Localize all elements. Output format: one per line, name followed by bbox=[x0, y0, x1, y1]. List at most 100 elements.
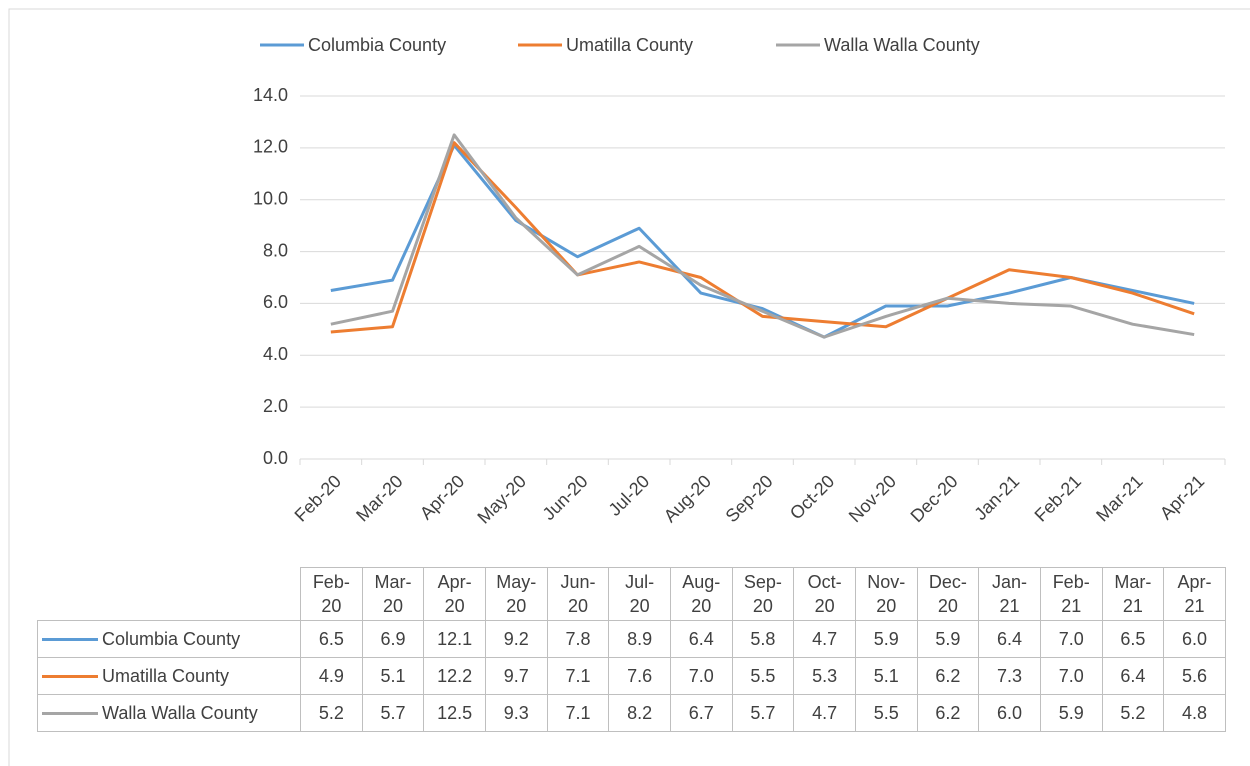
y-tick-label: 10.0 bbox=[253, 188, 288, 208]
x-tick-label: Aug-20 bbox=[660, 471, 715, 526]
row-label: Walla Walla County bbox=[102, 702, 258, 723]
value-cell: 5.5 bbox=[854, 694, 918, 732]
x-tick-label: Jun-20 bbox=[539, 471, 592, 524]
y-tick-label: 8.0 bbox=[263, 240, 288, 260]
value-cell: 4.7 bbox=[793, 620, 856, 658]
legend-label: Columbia County bbox=[308, 35, 446, 55]
y-tick-label: 2.0 bbox=[263, 396, 288, 416]
value-cell: 6.7 bbox=[669, 694, 733, 732]
value-cell: 5.8 bbox=[731, 620, 795, 658]
value-cell: 6.2 bbox=[916, 694, 980, 732]
value-cell: 6.0 bbox=[1163, 620, 1226, 658]
x-tick-label: Apr-21 bbox=[1156, 471, 1208, 523]
value-cell: 12.2 bbox=[423, 657, 486, 695]
value-cell: 7.8 bbox=[546, 620, 610, 658]
value-cell: 6.4 bbox=[669, 620, 733, 658]
value-cell: 5.7 bbox=[361, 694, 425, 732]
chart-frame bbox=[8, 8, 1250, 766]
value-cell: 6.5 bbox=[1101, 620, 1165, 658]
row-name: Walla Walla County bbox=[37, 694, 301, 732]
table-header: Feb-20 Mar-20 Apr-20 May-20 Jun-20 Jul-20 Aug-… bbox=[38, 567, 1226, 621]
value-cell: 6.2 bbox=[916, 657, 980, 695]
value-cell: 5.2 bbox=[300, 694, 363, 732]
header-cell: Nov-20 bbox=[854, 567, 918, 621]
value-cell: 6.4 bbox=[978, 620, 1041, 658]
table-row: Columbia County 6.5 6.9 12.1 9.2 7.8 8.9 6.4 5.8… bbox=[37, 620, 1226, 658]
header-cell: Apr-21 bbox=[1163, 567, 1226, 621]
x-tick-label: Jan-21 bbox=[970, 471, 1023, 524]
legend-label: Umatilla County bbox=[566, 35, 693, 55]
header-cell: Apr-20 bbox=[423, 567, 486, 621]
value-cell: 8.9 bbox=[608, 620, 671, 658]
value-cell: 9.2 bbox=[484, 620, 548, 658]
header-cell: Jul-20 bbox=[608, 567, 671, 621]
row-swatch bbox=[42, 675, 98, 679]
y-tick-label: 6.0 bbox=[263, 292, 288, 312]
value-cell: 12.1 bbox=[423, 620, 486, 658]
header-cell: Mar-21 bbox=[1101, 567, 1165, 621]
y-tick-label: 12.0 bbox=[253, 137, 288, 157]
row-swatch bbox=[42, 638, 98, 642]
y-tick-label: 4.0 bbox=[263, 344, 288, 364]
header-cell: Feb-21 bbox=[1039, 567, 1103, 621]
x-tick-label: Oct-20 bbox=[786, 471, 838, 523]
value-cell: 7.1 bbox=[546, 694, 610, 732]
header-cell: Sep-20 bbox=[731, 567, 795, 621]
row-label: Umatilla County bbox=[102, 665, 230, 686]
x-tick-label: Sep-20 bbox=[721, 471, 776, 526]
header-cell: Jan-21 bbox=[978, 567, 1041, 621]
value-cell: 5.2 bbox=[1101, 694, 1165, 732]
x-tick-label: May-20 bbox=[473, 471, 530, 528]
x-tick-label: Dec-20 bbox=[907, 471, 962, 526]
y-tick-label: 14.0 bbox=[253, 85, 288, 105]
value-cell: 5.9 bbox=[854, 620, 918, 658]
value-cell: 4.8 bbox=[1163, 694, 1226, 732]
header-cell: Jun-20 bbox=[546, 567, 610, 621]
series-line bbox=[330, 143, 1195, 339]
value-cell: 12.5 bbox=[423, 694, 486, 732]
x-tick-label: Feb-20 bbox=[291, 471, 345, 525]
value-cell: 6.9 bbox=[361, 620, 425, 658]
row-name: Umatilla County bbox=[37, 657, 301, 695]
value-cell: 5.5 bbox=[731, 657, 795, 695]
x-tick-label: Mar-20 bbox=[352, 471, 406, 525]
series-line bbox=[330, 133, 1195, 339]
value-cell: 9.7 bbox=[484, 657, 548, 695]
y-tick-label: 0.0 bbox=[263, 448, 288, 468]
value-cell: 5.1 bbox=[361, 657, 425, 695]
x-tick-label: Mar-21 bbox=[1092, 471, 1146, 525]
value-cell: 4.9 bbox=[300, 657, 363, 695]
corner-cell bbox=[38, 568, 301, 621]
x-tick-label: Feb-21 bbox=[1031, 471, 1085, 525]
value-cell: 7.0 bbox=[669, 657, 733, 695]
header-cell: Oct-20 bbox=[793, 567, 856, 621]
header-cell: Dec-20 bbox=[916, 567, 980, 621]
value-cell: 5.7 bbox=[731, 694, 795, 732]
table-row: Walla Walla County 5.2 5.7 12.5 9.3 7.1 8.2 6.7… bbox=[37, 694, 1226, 732]
value-cell: 7.0 bbox=[1039, 657, 1103, 695]
header-cell: May-20 bbox=[484, 567, 548, 621]
legend-label: Walla Walla County bbox=[824, 35, 980, 55]
value-cell: 9.3 bbox=[484, 694, 548, 732]
value-cell: 7.6 bbox=[608, 657, 671, 695]
x-tick-label: Nov-20 bbox=[845, 471, 900, 526]
value-cell: 7.0 bbox=[1039, 620, 1103, 658]
header-cell: Feb-20 bbox=[300, 567, 363, 621]
row-label: Columbia County bbox=[102, 628, 241, 649]
table-row: Umatilla County 4.9 5.1 12.2 9.7 7.1 7.6 7.0 5.5… bbox=[37, 657, 1226, 695]
x-tick-label: Jul-20 bbox=[605, 471, 654, 520]
value-cell: 6.4 bbox=[1101, 657, 1165, 695]
value-cell: 5.6 bbox=[1163, 657, 1226, 695]
value-cell: 5.9 bbox=[1039, 694, 1103, 732]
x-tick-label: Apr-20 bbox=[416, 471, 468, 523]
header-cell: Mar-20 bbox=[361, 567, 425, 621]
data-table: Feb-20 Mar-20 Apr-20 May-20 Jun-20 Jul-20 Aug-… bbox=[37, 567, 1226, 732]
row-swatch bbox=[42, 712, 98, 716]
value-cell: 7.3 bbox=[978, 657, 1041, 695]
header-cell: Aug-20 bbox=[669, 567, 733, 621]
value-cell: 7.1 bbox=[546, 657, 610, 695]
row-name: Columbia County bbox=[37, 620, 301, 658]
value-cell: 8.2 bbox=[608, 694, 671, 732]
